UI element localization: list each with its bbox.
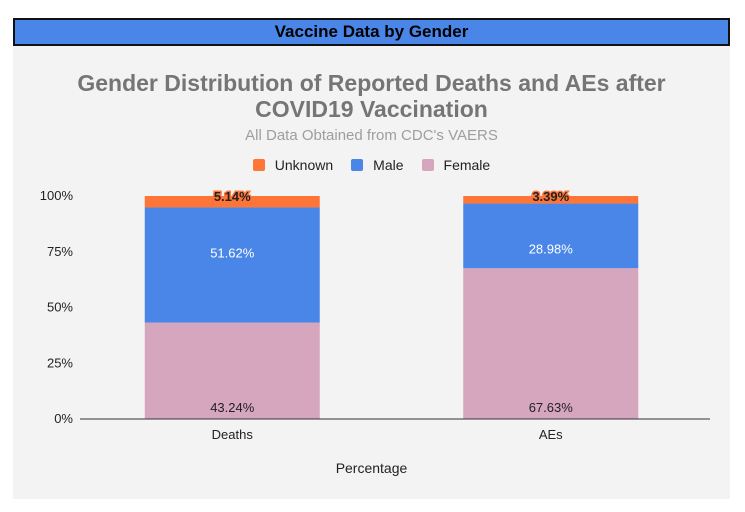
y-tick-label: 25% xyxy=(47,355,73,370)
y-tick-label: 100% xyxy=(40,188,74,203)
chart-panel: Gender Distribution of Reported Deaths a… xyxy=(13,46,730,499)
legend-label-male: Male xyxy=(373,157,404,173)
chart-subtitle: All Data Obtained from CDC's VAERS xyxy=(245,127,498,144)
y-tick-label: 0% xyxy=(54,411,73,426)
data-label-female-aes: 67.63% xyxy=(529,400,574,415)
bar-segment-male-deaths xyxy=(144,207,320,323)
y-tick-label: 75% xyxy=(47,244,73,259)
chart-legend: Unknown Male Female xyxy=(13,157,730,173)
x-tick-label: Deaths xyxy=(212,427,254,442)
legend-label-unknown: Unknown xyxy=(274,157,334,173)
legend-item-female: Female xyxy=(421,157,491,173)
chart-title-line1: Gender Distribution of Reported Deaths a… xyxy=(77,70,666,96)
y-tick-label: 50% xyxy=(47,300,73,315)
x-axis-title: Percentage xyxy=(335,460,408,476)
legend-swatch-female xyxy=(421,159,434,171)
chart-plot: 0% 25% 50% 75% 100% Deaths AEs 43.24% 51.62% 5.14… xyxy=(40,188,710,442)
bar-segment-unknown-deaths xyxy=(144,196,320,208)
data-label-male-aes: 28.98% xyxy=(529,242,574,257)
header-banner: Vaccine Data by Gender xyxy=(13,18,730,46)
legend-label-female: Female xyxy=(443,157,491,173)
bar-segment-male-aes xyxy=(463,203,639,269)
x-tick-label: AEs xyxy=(539,427,563,442)
bar-segment-female-deaths xyxy=(144,322,320,419)
data-label-female-deaths: 43.24% xyxy=(210,400,255,415)
bar-segment-unknown-aes xyxy=(463,196,639,204)
chart-title: Gender Distribution of Reported Deaths a… xyxy=(13,70,730,122)
data-label-male-deaths: 51.62% xyxy=(210,245,255,260)
legend-item-male: Male xyxy=(351,157,404,173)
legend-swatch-unknown xyxy=(252,159,265,171)
legend-swatch-male xyxy=(351,159,364,171)
data-label-unknown-aes: 3.39% xyxy=(532,189,569,204)
legend-item-unknown: Unknown xyxy=(252,157,334,173)
chart-title-line2: COVID19 Vaccination xyxy=(255,96,488,122)
bar-segment-female-aes xyxy=(463,268,639,419)
data-label-unknown-deaths: 5.14% xyxy=(214,189,251,204)
header-title: Vaccine Data by Gender xyxy=(274,22,469,41)
